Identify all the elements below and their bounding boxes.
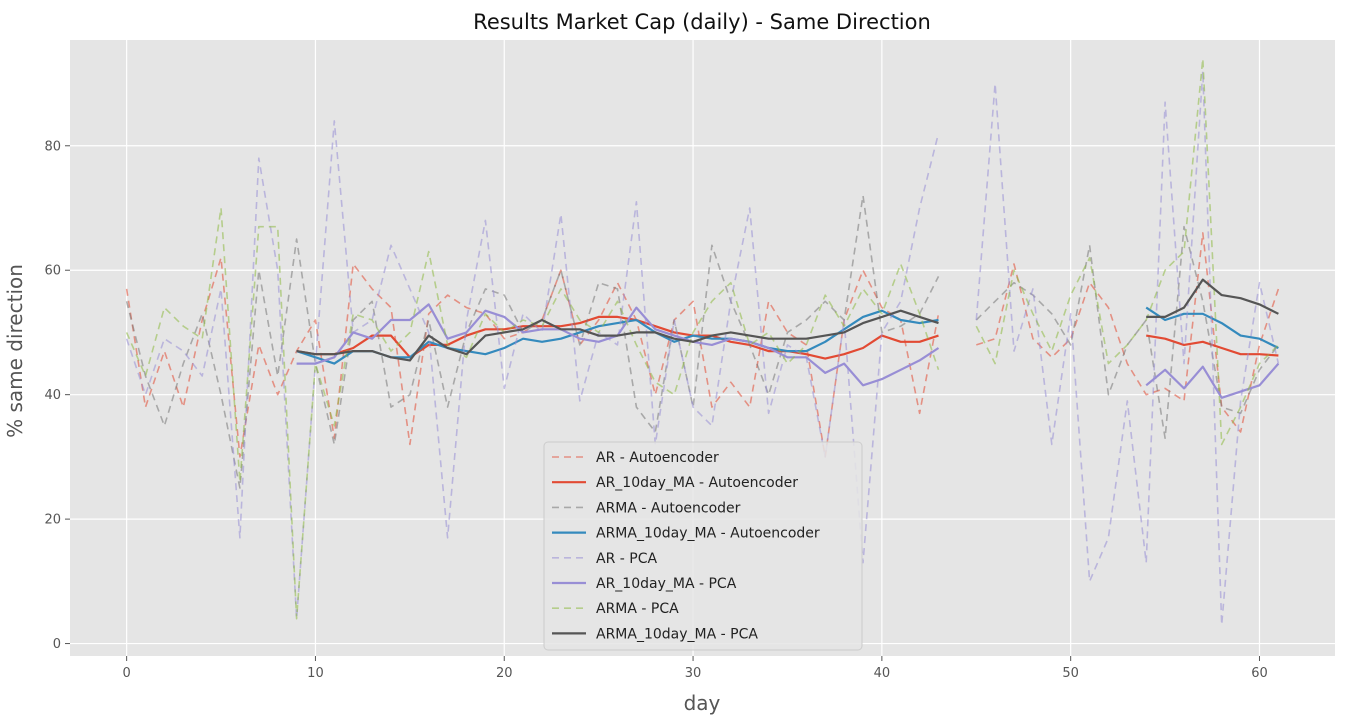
series-line-5 [125, 70, 1280, 626]
y-tick-label: 80 [44, 139, 61, 154]
x-tick-label: 60 [1251, 666, 1268, 681]
series-line-3 [125, 194, 1280, 489]
series-line-7 [125, 57, 1279, 620]
x-axis-label: day [684, 691, 721, 715]
legend-label: ARMA_10day_MA - PCA [596, 626, 758, 642]
legend-box [543, 441, 863, 651]
legend-label: ARMA_10day_MA - Autoencoder [596, 526, 820, 542]
x-tick-label: 30 [685, 666, 702, 681]
axis-ticks: 0 10 20 30 40 50 60 0 20 40 60 80 [44, 139, 1267, 681]
chart-title: Results Market Cap (daily) - Same Direct… [473, 10, 931, 34]
legend-label: AR - Autoencoder [596, 450, 719, 466]
y-tick-label: 40 [44, 388, 61, 403]
x-tick-label: 20 [496, 666, 513, 681]
x-tick-label: 50 [1062, 666, 1079, 681]
series-line-4 [296, 306, 1279, 365]
legend-label: ARMA - Autoencoder [596, 500, 741, 516]
x-tick-label: 0 [123, 666, 131, 681]
x-tick-label: 10 [307, 666, 324, 681]
y-tick-label: 60 [44, 264, 61, 279]
y-tick-label: 20 [44, 513, 61, 528]
data-series [125, 57, 1280, 626]
y-tick-label: 0 [53, 637, 61, 652]
legend-label: AR_10day_MA - PCA [596, 576, 737, 592]
x-tick-label: 40 [874, 666, 891, 681]
legend-label: AR_10day_MA - Autoencoder [596, 475, 798, 491]
legend-label: AR - PCA [596, 551, 657, 567]
legend-label: ARMA - PCA [596, 601, 679, 617]
y-axis-label: % same direction [3, 264, 27, 438]
legend: AR - Autoencoder AR_10day_MA - Autoencode… [543, 441, 863, 651]
series-line-8 [296, 278, 1279, 362]
